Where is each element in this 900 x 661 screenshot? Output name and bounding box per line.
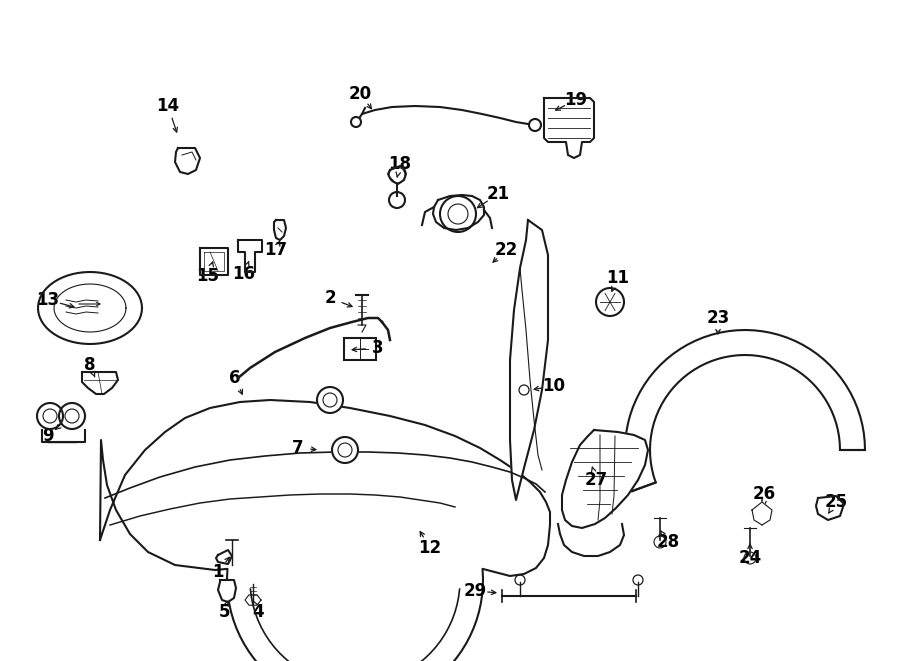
Text: 18: 18 [389,155,411,173]
Text: 29: 29 [464,582,487,600]
Circle shape [351,117,361,127]
Text: 23: 23 [706,309,730,327]
Text: 25: 25 [824,493,848,511]
Circle shape [59,403,85,429]
Text: 22: 22 [494,241,518,259]
Polygon shape [510,220,548,500]
Text: 6: 6 [230,369,241,387]
Polygon shape [216,550,232,564]
Polygon shape [82,372,118,394]
Text: 11: 11 [607,269,629,287]
Circle shape [37,403,63,429]
Polygon shape [100,400,550,661]
Text: 15: 15 [196,267,220,285]
Text: 2: 2 [324,289,336,307]
Polygon shape [625,330,865,491]
Text: 27: 27 [584,471,608,489]
Text: 12: 12 [418,539,442,557]
Text: 13: 13 [36,291,59,309]
Text: 19: 19 [564,91,588,109]
Text: 10: 10 [543,377,565,395]
Text: 8: 8 [85,356,95,374]
Polygon shape [38,272,142,344]
Circle shape [596,288,624,316]
Text: 4: 4 [252,603,264,621]
Polygon shape [562,430,648,528]
Text: 3: 3 [373,339,383,357]
Text: 28: 28 [656,533,680,551]
Circle shape [332,437,358,463]
Polygon shape [218,580,236,602]
Text: 16: 16 [232,265,256,283]
Text: 9: 9 [42,427,54,445]
Text: 5: 5 [218,603,230,621]
Polygon shape [274,220,286,240]
Text: 24: 24 [738,549,761,567]
Polygon shape [544,98,594,158]
Text: 26: 26 [752,485,776,503]
FancyBboxPatch shape [344,338,376,360]
Text: 1: 1 [212,563,224,581]
Polygon shape [175,148,200,174]
Polygon shape [433,195,484,230]
Text: 20: 20 [348,85,372,103]
Text: 21: 21 [486,185,509,203]
Polygon shape [752,502,772,525]
Text: 14: 14 [157,97,180,115]
Polygon shape [200,248,228,275]
Circle shape [529,119,541,131]
Text: 17: 17 [265,241,288,259]
Text: 7: 7 [292,439,304,457]
Polygon shape [558,524,624,556]
Polygon shape [238,240,262,272]
Circle shape [317,387,343,413]
Polygon shape [816,496,844,520]
